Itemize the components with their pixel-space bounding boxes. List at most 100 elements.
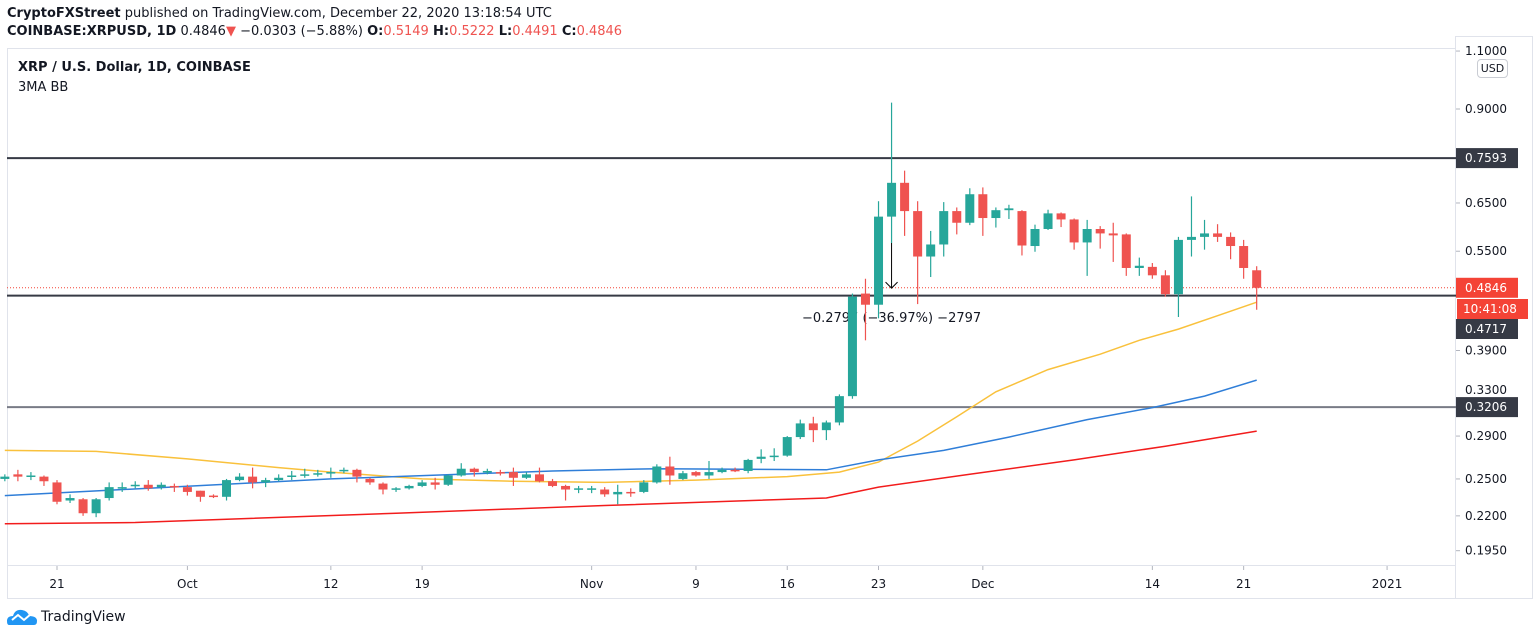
candle-body bbox=[521, 474, 531, 478]
time-tick-label: 14 bbox=[1145, 577, 1160, 591]
ma-slow-line bbox=[4, 430, 1257, 525]
candle bbox=[1239, 239, 1249, 279]
candle-body bbox=[834, 396, 844, 423]
candle-body bbox=[743, 459, 753, 471]
candle-body bbox=[195, 490, 205, 497]
candle bbox=[78, 498, 88, 516]
ma-fast-line bbox=[4, 301, 1257, 484]
candle-body bbox=[248, 476, 258, 483]
candle bbox=[991, 207, 1001, 228]
candle-body bbox=[65, 498, 75, 501]
candle-body bbox=[1239, 246, 1249, 268]
time-tick-label: 2021 bbox=[1372, 577, 1403, 591]
candle bbox=[404, 484, 414, 490]
candle bbox=[1173, 236, 1183, 317]
candle-body bbox=[1017, 211, 1027, 246]
candle bbox=[339, 467, 349, 474]
candle-body bbox=[587, 488, 597, 490]
measure-label: −0.2797 (−36.97%) −2797 bbox=[802, 311, 981, 326]
candle-body bbox=[1213, 233, 1223, 237]
candle-body bbox=[665, 466, 675, 476]
brand-name: TradingView bbox=[41, 609, 126, 625]
candle bbox=[626, 488, 636, 497]
candle bbox=[1043, 209, 1053, 230]
candle bbox=[600, 487, 610, 497]
symbol-ohlc-bar: COINBASE:XRPUSD, 1D 0.4846▼ −0.0303 (−5.… bbox=[7, 24, 622, 39]
price-tick-label: 0.2500 bbox=[1465, 472, 1507, 486]
candle bbox=[143, 480, 153, 491]
candle bbox=[548, 478, 558, 488]
candle-body bbox=[1134, 265, 1144, 268]
time-axis[interactable]: 21 Oct 12 19 Nov 9 16 23 Dec 14 21 2021 bbox=[49, 566, 1402, 591]
candle bbox=[104, 482, 114, 501]
candle bbox=[613, 484, 623, 505]
candle bbox=[313, 469, 323, 477]
candle bbox=[978, 187, 988, 236]
candle bbox=[117, 482, 127, 492]
candle-body bbox=[39, 476, 49, 482]
candle-body bbox=[208, 495, 218, 498]
time-tick-label: Dec bbox=[971, 577, 994, 591]
candle bbox=[391, 487, 401, 492]
countdown-box bbox=[1457, 299, 1528, 319]
candle-body bbox=[130, 484, 140, 487]
candle-body bbox=[561, 485, 571, 490]
candle bbox=[704, 461, 714, 479]
candle-body bbox=[508, 472, 518, 478]
candle-body bbox=[874, 216, 884, 305]
close-label: C: bbox=[561, 24, 577, 39]
candle bbox=[235, 473, 245, 482]
chart-legend: XRP / U.S. Dollar, 1D, COINBASE 3MA BB bbox=[18, 58, 251, 98]
candle-body bbox=[313, 473, 323, 475]
time-tick-label: 21 bbox=[1236, 577, 1251, 591]
level-price-label-box bbox=[1456, 148, 1518, 169]
indicator-name[interactable]: 3MA BB bbox=[18, 80, 69, 95]
candle bbox=[808, 416, 818, 443]
series-title: XRP / U.S. Dollar, 1D, COINBASE bbox=[18, 60, 251, 75]
candle-body bbox=[782, 437, 792, 456]
candle-body bbox=[469, 468, 479, 473]
candle bbox=[1095, 226, 1105, 249]
candle-body bbox=[365, 478, 375, 483]
candle-body bbox=[574, 488, 584, 490]
candle bbox=[378, 482, 388, 495]
horizontal-lines bbox=[7, 157, 1456, 409]
candle-body bbox=[1252, 270, 1262, 288]
down-triangle-icon: ▼ bbox=[225, 24, 236, 39]
candle-body bbox=[639, 482, 649, 492]
candle-body bbox=[1121, 234, 1131, 268]
candle bbox=[821, 420, 831, 441]
tradingview-cloud-icon bbox=[7, 609, 37, 625]
candle bbox=[365, 477, 375, 485]
candle-body bbox=[443, 475, 453, 485]
level-price-label-box bbox=[1456, 319, 1518, 339]
candle bbox=[169, 483, 179, 492]
candles bbox=[0, 102, 1262, 518]
candle bbox=[834, 394, 844, 426]
candle-body bbox=[104, 487, 114, 499]
candle bbox=[456, 463, 466, 477]
candle-body bbox=[339, 469, 349, 472]
candle bbox=[300, 468, 310, 478]
currency-button[interactable]: USD bbox=[1477, 59, 1508, 78]
candle-body bbox=[156, 484, 166, 488]
time-tick-label: 23 bbox=[871, 577, 886, 591]
candle bbox=[730, 467, 740, 473]
candle-body bbox=[730, 469, 740, 472]
candle-body bbox=[1173, 239, 1183, 295]
candle bbox=[1108, 222, 1118, 262]
candle-body bbox=[926, 244, 936, 257]
candle-body bbox=[1160, 275, 1170, 295]
price-axis[interactable]: 1.1000 0.9000 0.6500 0.5500 0.3900 0.3300 0.29… bbox=[1456, 44, 1528, 558]
tradingview-logo[interactable]: TradingView bbox=[7, 608, 126, 626]
candle-body bbox=[887, 182, 897, 217]
candle-body bbox=[261, 480, 271, 483]
publisher-name[interactable]: CryptoFXStreet bbox=[7, 6, 121, 21]
candle-body bbox=[404, 485, 414, 489]
candle-body bbox=[482, 470, 492, 473]
price-tick-label: 0.3900 bbox=[1465, 344, 1507, 358]
candle-body bbox=[287, 475, 297, 477]
candle bbox=[482, 468, 492, 475]
candle bbox=[1056, 212, 1066, 228]
